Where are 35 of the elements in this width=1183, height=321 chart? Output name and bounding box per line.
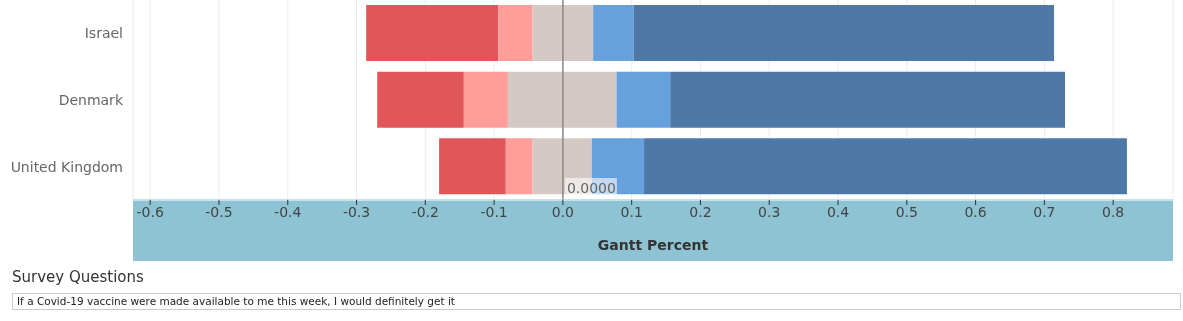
bar [366,5,499,61]
y-tick-label: Denmark [58,91,124,108]
x-tick-label: -0.1 [480,203,508,220]
x-tick-label: 0.4 [826,203,850,220]
bar [593,5,634,61]
ref-line-label: 0.0000 [566,180,616,196]
x-tick-label: 0.8 [1102,203,1125,220]
text: Survey Questions [12,268,144,286]
bar [670,71,1066,128]
x-tick-label: 0.6 [964,203,987,220]
y-tick-label: United Kingdom [10,158,123,175]
bar [616,71,671,128]
bar [505,138,533,195]
bar [633,5,1055,61]
x-tick-label: -0.4 [274,203,302,220]
x-tick-label: 0.0 [551,203,575,220]
bar [377,71,464,128]
x-tick-label: 0.1 [620,203,643,220]
text: If a Covid-19 vaccine were made available to me this week, I would definitely get it [12,293,1181,310]
x-tick-label: -0.5 [205,203,233,220]
x-tick-label: -0.6 [136,203,164,220]
x-tick-label: 0.3 [758,203,781,220]
x-tick-label: 0.2 [689,203,712,220]
bar [507,71,617,128]
bar [532,5,594,61]
bar [498,5,533,61]
y-tick-label: Israel [84,25,123,42]
x-tick-label: -0.3 [342,203,371,220]
x-tick-label: 0.5 [895,203,918,220]
bar [463,71,508,128]
x-axis-title: Gantt Percent [597,237,709,253]
x-tick-label: -0.2 [411,203,439,220]
bar [644,138,1127,195]
bar [439,138,506,195]
x-tick-label: 0.7 [1033,203,1056,220]
